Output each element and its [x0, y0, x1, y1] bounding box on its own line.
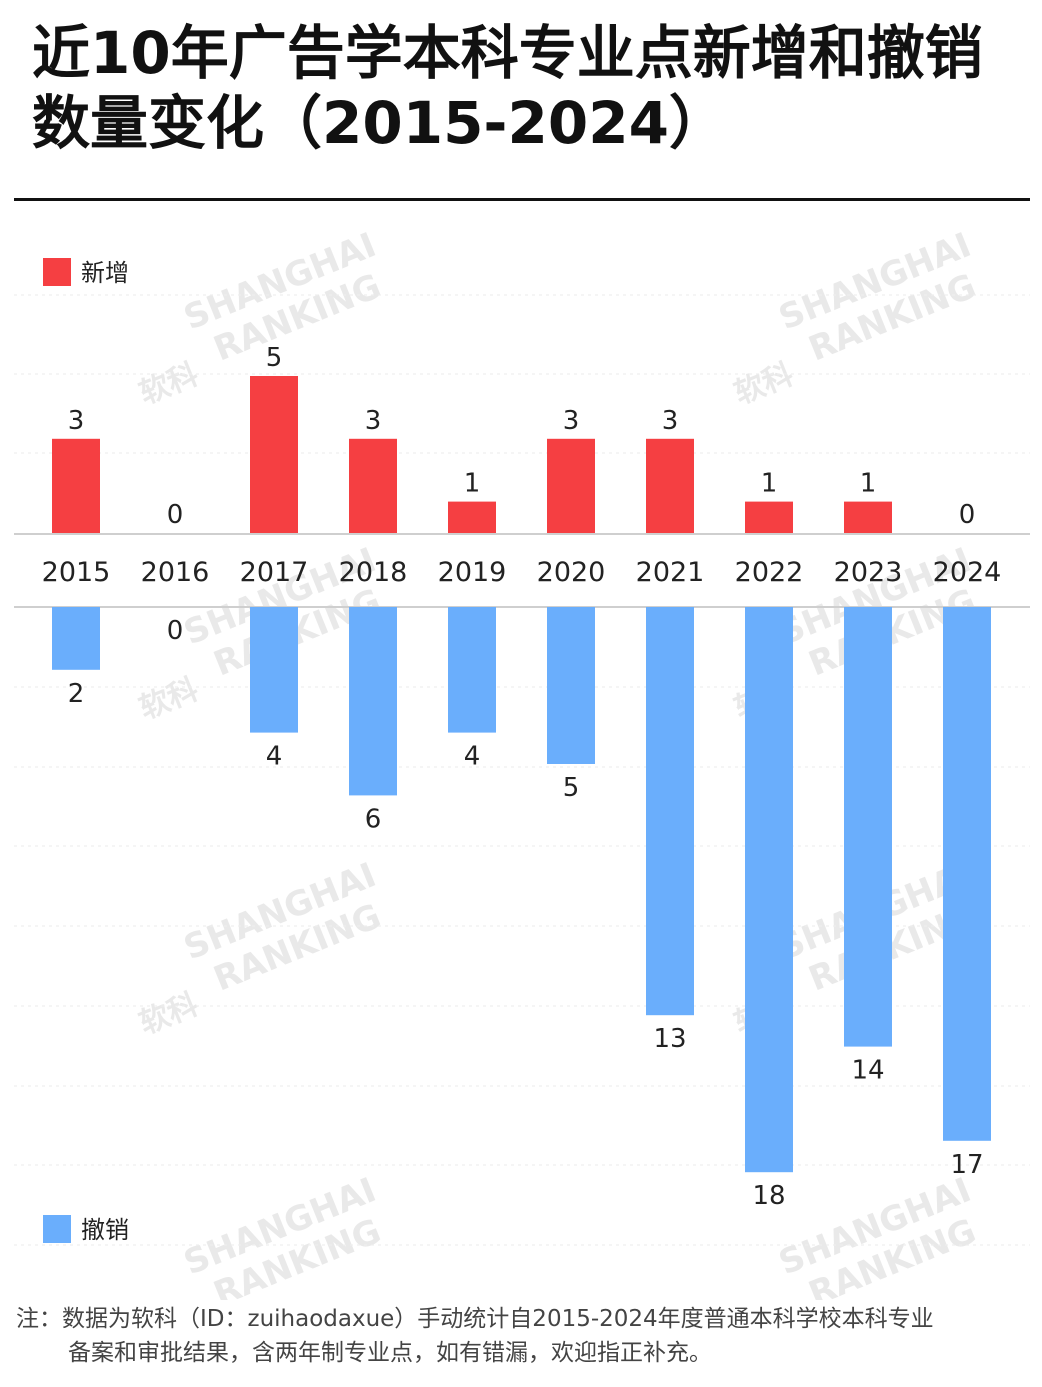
bar-added [448, 501, 496, 533]
bar-removed [52, 607, 100, 670]
value-label-added: 3 [365, 406, 382, 436]
footnote-line-2: 备案和审批结果，含两年制专业点，如有错漏，欢迎指正补充。 [68, 1340, 712, 1366]
value-label-added: 1 [464, 469, 481, 499]
year-labels: 2015 2016 2017 2018 2019 2020 2021 2022 2023 2024 [42, 557, 1002, 588]
value-label-removed: 4 [464, 742, 481, 772]
year-label: 2024 [933, 557, 1002, 588]
footnote-line-1: 注：数据为软科（ID：zuihaodaxue）手动统计自2015-2024年度普… [16, 1306, 934, 1332]
year-label: 2023 [834, 557, 903, 588]
value-label-removed: 13 [653, 1024, 686, 1054]
removed-bars [52, 607, 991, 1173]
year-label: 2015 [42, 557, 111, 588]
value-label-added: 0 [167, 500, 184, 530]
title-divider [14, 198, 1030, 201]
year-label: 2019 [438, 557, 507, 588]
year-label: 2018 [339, 557, 408, 588]
value-label-removed: 4 [266, 742, 283, 772]
value-label-removed: 2 [68, 679, 85, 709]
year-label: 2020 [537, 557, 606, 588]
bar-added [646, 438, 694, 533]
bar-added [745, 501, 793, 533]
watermark-text: 软科 [134, 672, 203, 727]
bar-removed [250, 607, 298, 733]
value-label-removed: 0 [167, 616, 184, 646]
bar-removed [547, 607, 595, 764]
added-bars [52, 376, 892, 533]
value-label-removed: 18 [752, 1181, 785, 1211]
watermark-text: 软科 [729, 357, 798, 412]
grid-lines [14, 294, 1030, 1246]
bar-added [844, 501, 892, 533]
bar-removed [844, 607, 892, 1047]
legend-label-removed: 撤销 [81, 1216, 129, 1244]
bar-removed [943, 607, 991, 1141]
bar-added [547, 438, 595, 533]
bar-added [52, 438, 100, 533]
chart-title: 近10年广告学本科专业点新增和撤销 数量变化（2015-2024） [32, 18, 1022, 158]
bar-added [349, 438, 397, 533]
year-label: 2022 [735, 557, 804, 588]
bar-added [250, 376, 298, 533]
value-label-removed: 5 [563, 773, 580, 803]
value-label-added: 1 [761, 469, 778, 499]
value-label-added: 3 [563, 406, 580, 436]
legend-label-added: 新增 [81, 259, 129, 287]
year-label: 2017 [240, 557, 309, 588]
value-label-removed: 6 [365, 804, 382, 834]
title-line-1: 近10年广告学本科专业点新增和撤销 [32, 19, 983, 87]
title-line-2: 数量变化（2015-2024） [32, 89, 727, 157]
value-label-added: 5 [266, 343, 283, 373]
value-label-removed: 17 [950, 1150, 983, 1180]
bar-removed [745, 607, 793, 1173]
footnote: 注：数据为软科（ID：zuihaodaxue）手动统计自2015-2024年度普… [16, 1302, 1026, 1370]
value-label-added: 3 [68, 406, 85, 436]
year-label: 2016 [141, 557, 210, 588]
bar-removed [646, 607, 694, 1016]
value-label-added: 0 [959, 500, 976, 530]
legend-swatch-removed [43, 1215, 71, 1243]
value-label-added: 1 [860, 469, 877, 499]
legend-swatch-added [43, 258, 71, 286]
watermark-text: 软科 [134, 357, 203, 412]
watermark-text: 软科 [134, 987, 203, 1042]
year-label: 2021 [636, 557, 705, 588]
value-label-added: 3 [662, 406, 679, 436]
bar-removed [349, 607, 397, 796]
value-label-removed: 14 [851, 1056, 884, 1086]
bar-removed [448, 607, 496, 733]
